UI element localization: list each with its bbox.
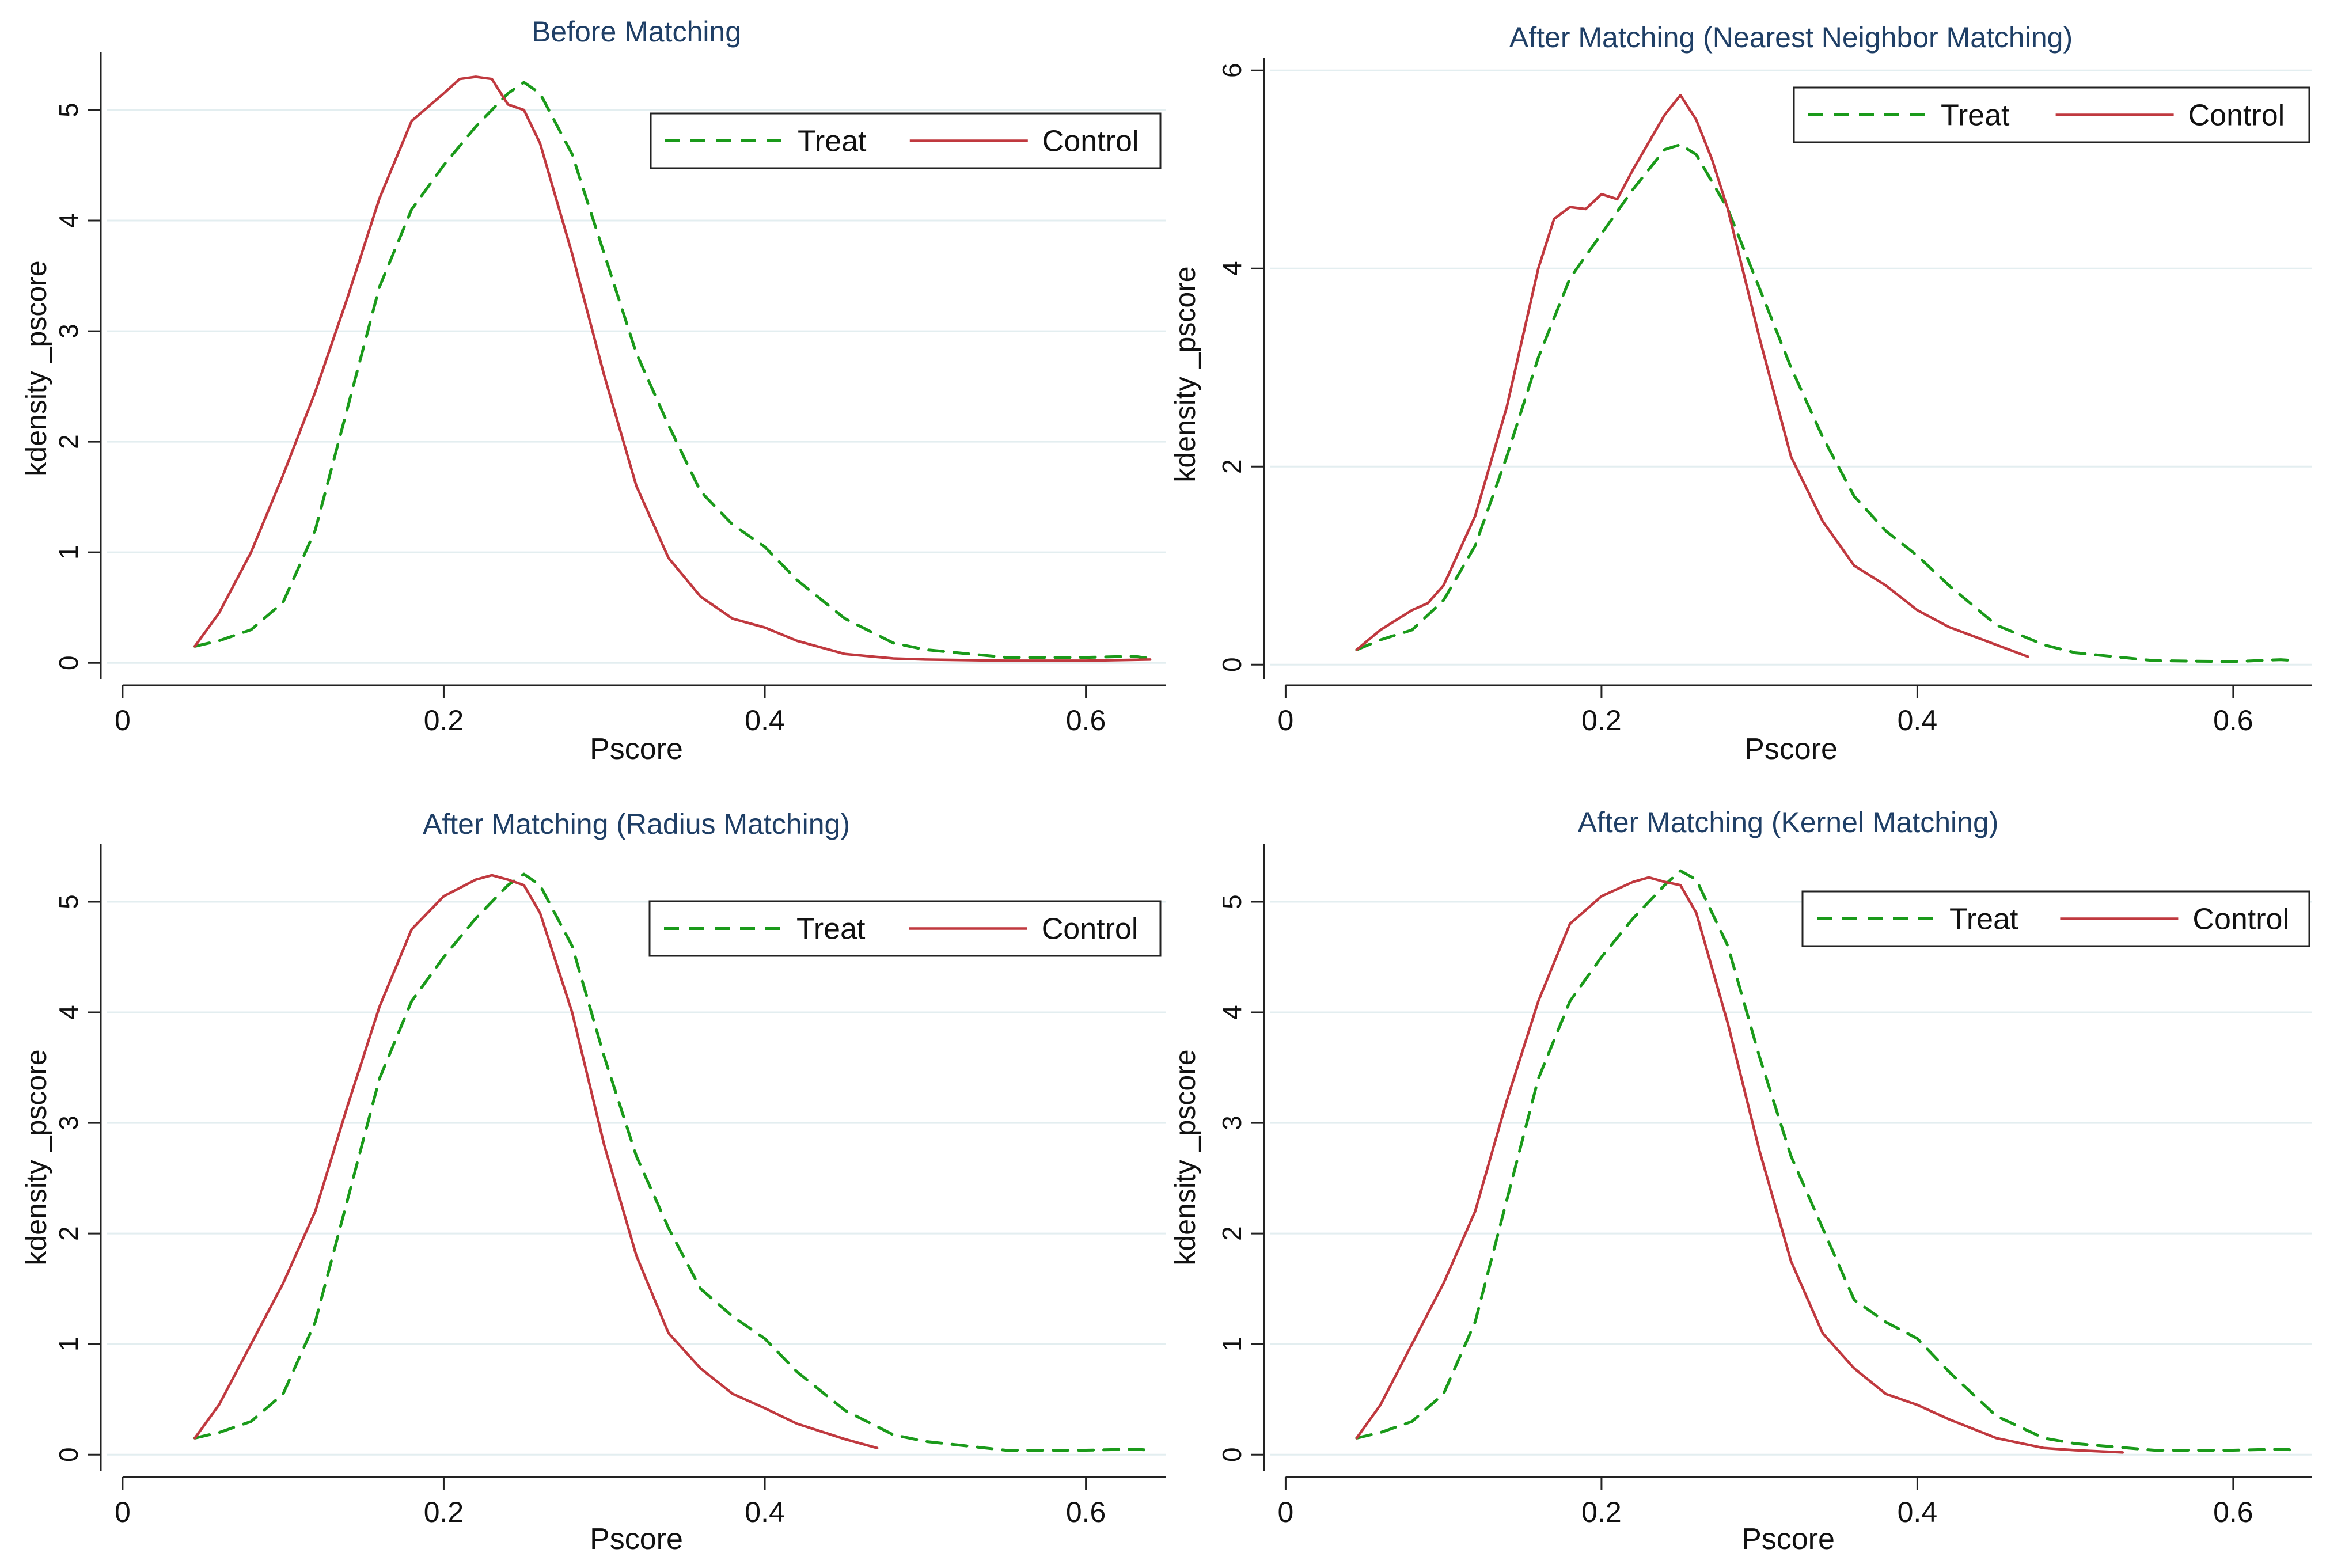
- y-tick-label: 5: [54, 894, 84, 909]
- legend-box: [650, 112, 1162, 169]
- y-tick-label: 0: [54, 1447, 84, 1462]
- treat-legend-label: Treat: [796, 913, 866, 946]
- y-tick-label: 3: [54, 1115, 84, 1130]
- x-tick-label: 0: [1278, 1496, 1294, 1528]
- y-tick-label: 4: [54, 1005, 84, 1020]
- x-tick-label: 0: [1278, 704, 1294, 736]
- y-tick-label: 3: [54, 324, 84, 339]
- y-tick-label: 0: [1217, 657, 1247, 672]
- treat-density-line: [1355, 869, 2298, 1452]
- x-axis-label: Pscore: [1744, 732, 1838, 766]
- control-legend-label: Control: [2192, 903, 2289, 936]
- y-tick-label: 6: [1217, 63, 1247, 78]
- control-legend-label: Control: [1042, 913, 1139, 946]
- y-axis-label: kdensity _pscore: [1169, 266, 1201, 482]
- y-tick-label: 4: [54, 213, 84, 228]
- treat-density-line: [193, 81, 1152, 660]
- chart-title: After Matching (Kernel Matching): [1578, 806, 1999, 838]
- chart-panel-3: 0 1 2 3 4 5 0 0.2 0.4 0.6 Treat Control After Matchi…: [20, 808, 1166, 1556]
- y-axis-label: kdensity _pscore: [20, 1049, 52, 1265]
- treat-legend-label: Treat: [1941, 99, 2010, 132]
- y-tick-label: 5: [54, 102, 84, 117]
- y-tick-label: 4: [1217, 1005, 1247, 1020]
- control-legend-label: Control: [2188, 99, 2285, 132]
- treat-density-line: [1355, 143, 2298, 663]
- legend: Treat Control: [648, 900, 1162, 957]
- treat-legend-label: Treat: [1949, 903, 2018, 936]
- x-axis-label: Pscore: [590, 1523, 683, 1556]
- legend: Treat Control: [650, 112, 1162, 169]
- x-tick-label: 0.4: [1898, 1496, 1938, 1528]
- chart-panel-4: 0 1 2 3 4 5 0 0.2 0.4 0.6 Treat Control After Matchi…: [1169, 806, 2312, 1556]
- legend-box: [1801, 890, 2310, 947]
- y-tick-label: 2: [54, 1226, 84, 1241]
- y-tick-label: 0: [1217, 1447, 1247, 1462]
- x-tick-label: 0.4: [1898, 704, 1938, 736]
- y-tick-label: 3: [1217, 1115, 1247, 1130]
- x-tick-label: 0.6: [1066, 704, 1106, 736]
- x-tick-label: 0.2: [1581, 1496, 1622, 1528]
- x-tick-label: 0: [115, 1496, 131, 1528]
- legend: Treat Control: [1801, 890, 2310, 947]
- x-tick-label: 0.4: [745, 704, 785, 736]
- x-tick-label: 0.6: [2213, 704, 2253, 736]
- legend-box: [648, 900, 1162, 957]
- legend: Treat Control: [1793, 86, 2310, 143]
- control-density-line: [1355, 876, 2124, 1454]
- x-axis-label: Pscore: [1741, 1523, 1835, 1556]
- x-axis-label: Pscore: [590, 732, 683, 766]
- x-tick-label: 0.2: [1581, 704, 1622, 736]
- y-tick-label: 2: [54, 434, 84, 449]
- y-tick-label: 1: [54, 1337, 84, 1351]
- chart-panel-2: 0 2 4 6 0 0.2 0.4 0.6 Treat Control After Matching…: [1169, 21, 2312, 766]
- x-tick-label: 0.2: [424, 1496, 464, 1528]
- control-legend-label: Control: [1042, 125, 1139, 158]
- x-tick-label: 0.6: [2213, 1496, 2253, 1528]
- y-tick-label: 1: [54, 545, 84, 560]
- y-tick-label: 1: [1217, 1337, 1247, 1351]
- control-density-line: [193, 874, 879, 1449]
- y-tick-label: 2: [1217, 459, 1247, 474]
- chart-panel-1: 0 1 2 3 4 5 0 0.2 0.4 0.6 Treat Control Before Match…: [20, 16, 1166, 766]
- y-tick-label: 0: [54, 655, 84, 670]
- chart-title: After Matching (Nearest Neighbor Matchin…: [1509, 21, 2073, 54]
- chart-title: After Matching (Radius Matching): [423, 808, 850, 840]
- y-axis-label: kdensity _pscore: [20, 260, 52, 476]
- treat-density-line: [193, 872, 1152, 1452]
- y-tick-label: 5: [1217, 894, 1247, 909]
- x-tick-label: 0.2: [424, 704, 464, 736]
- x-tick-label: 0.6: [1066, 1496, 1106, 1528]
- chart-title: Before Matching: [532, 16, 741, 48]
- treat-legend-label: Treat: [798, 125, 867, 158]
- y-tick-label: 4: [1217, 261, 1247, 276]
- legend-box: [1793, 86, 2310, 143]
- control-density-line: [1355, 93, 2029, 658]
- y-tick-label: 2: [1217, 1226, 1247, 1241]
- x-tick-label: 0: [115, 704, 131, 736]
- control-density-line: [193, 75, 1152, 662]
- y-axis-label: kdensity _pscore: [1169, 1049, 1201, 1265]
- x-tick-label: 0.4: [745, 1496, 785, 1528]
